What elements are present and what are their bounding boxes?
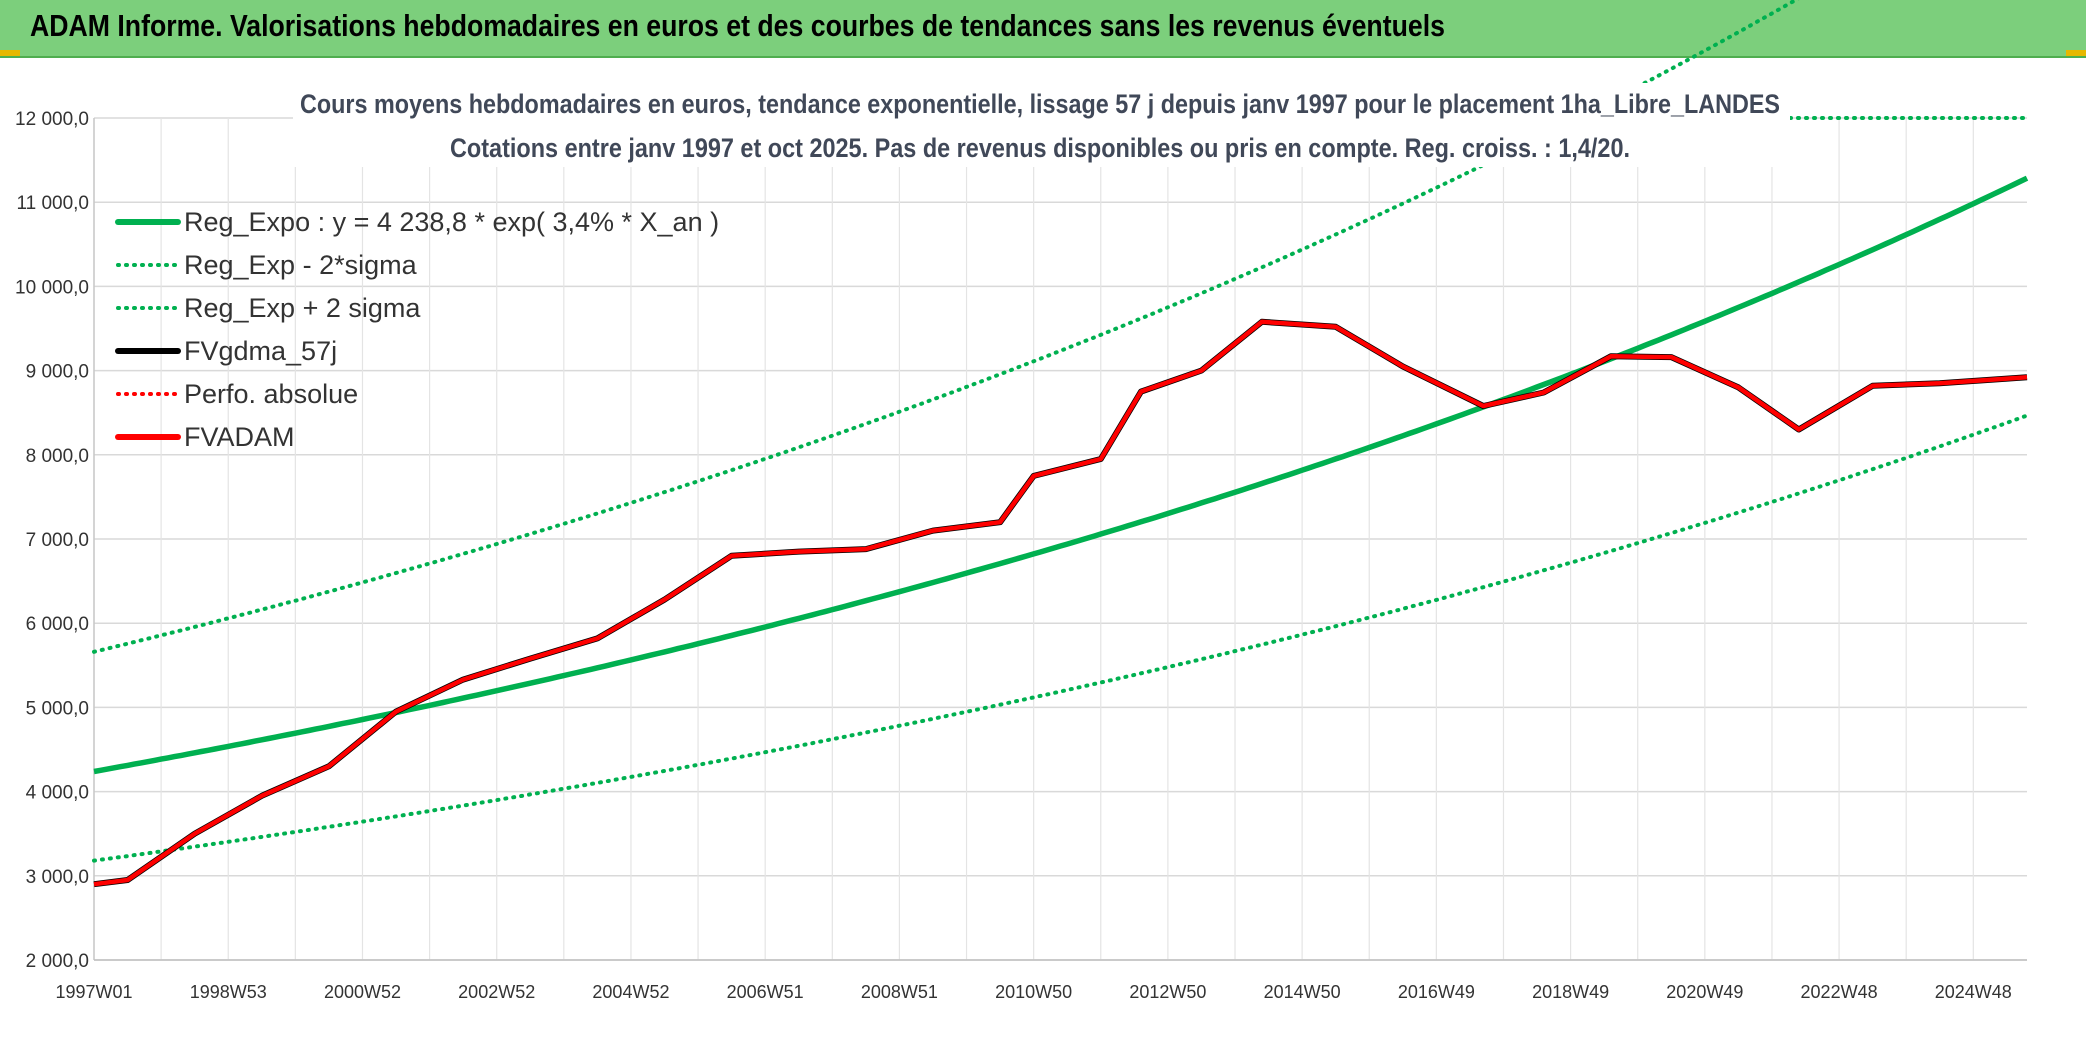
x-tick-label: 2016W49 <box>1398 982 1475 1002</box>
legend-label-reg: Reg_Expo : y = 4 238,8 * exp( 3,4% * X_a… <box>184 207 719 237</box>
series-reg-exp-minus-2-sigma <box>92 413 2029 863</box>
page-title: ADAM Informe. Valorisations hebdomadaire… <box>30 8 1445 43</box>
title-banner: ADAM Informe. Valorisations hebdomadaire… <box>0 0 2086 58</box>
series-fvgdma-57j <box>93 318 2028 888</box>
x-tick-label: 1997W01 <box>55 982 132 1002</box>
y-tick-label: 3 000,0 <box>26 867 89 888</box>
legend-label-perfo: Perfo. absolue <box>184 379 358 409</box>
x-tick-label: 2020W49 <box>1666 982 1743 1002</box>
y-tick-label: 5 000,0 <box>26 698 89 719</box>
x-tick-label: 2004W52 <box>592 982 669 1002</box>
x-tick-label: 2010W50 <box>995 982 1072 1002</box>
y-tick-label: 7 000,0 <box>26 530 89 551</box>
series-lines <box>92 0 2029 888</box>
legend: Reg_Expo : y = 4 238,8 * exp( 3,4% * X_a… <box>115 207 719 452</box>
grid-lines <box>93 117 2027 961</box>
y-tick-label: 12 000,0 <box>15 109 89 130</box>
title-background <box>293 83 1790 167</box>
x-tick-label: 2000W52 <box>324 982 401 1002</box>
series-fvadam <box>93 319 2028 887</box>
x-tick-label: 2012W50 <box>1129 982 1206 1002</box>
x-tick-label: 2018W49 <box>1532 982 1609 1002</box>
x-tick-label: 2024W48 <box>1935 982 2012 1002</box>
x-tick-label: 2006W51 <box>727 982 804 1002</box>
y-tick-label: 4 000,0 <box>26 783 89 804</box>
legend-label-adam: FVADAM <box>184 422 295 452</box>
corner-mark-left <box>0 50 20 56</box>
corner-mark-right <box>2066 50 2086 56</box>
y-tick-label: 10 000,0 <box>15 277 89 298</box>
y-axis-ticks: 2 000,0 3 000,0 4 000,0 5 000,0 6 000,0 7 000… <box>15 109 89 972</box>
series-reg-expo <box>93 175 2029 775</box>
x-tick-label: 2014W50 <box>1264 982 1341 1002</box>
y-tick-label: 9 000,0 <box>26 362 89 383</box>
legend-label-gdma: FVgdma_57j <box>184 336 337 366</box>
y-tick-label: 11 000,0 <box>16 193 89 214</box>
x-axis-ticks: 1997W01 1998W53 2000W52 2002W52 2004W52 2006W… <box>55 982 2011 1002</box>
y-tick-label: 2 000,0 <box>26 951 89 972</box>
x-tick-label: 2008W51 <box>861 982 938 1002</box>
chart-title-line-1: Cours moyens hebdomadaires en euros, ten… <box>300 89 1780 119</box>
x-tick-label: 2022W48 <box>1801 982 1878 1002</box>
x-tick-label: 2002W52 <box>458 982 535 1002</box>
legend-label-high: Reg_Exp + 2 sigma <box>184 293 421 323</box>
chart-title-line-2: Cotations entre janv 1997 et oct 2025. P… <box>450 133 1630 163</box>
x-tick-label: 1998W53 <box>190 982 267 1002</box>
y-tick-label: 8 000,0 <box>26 446 89 467</box>
legend-label-low: Reg_Exp - 2*sigma <box>184 250 418 280</box>
y-tick-label: 6 000,0 <box>26 614 89 635</box>
